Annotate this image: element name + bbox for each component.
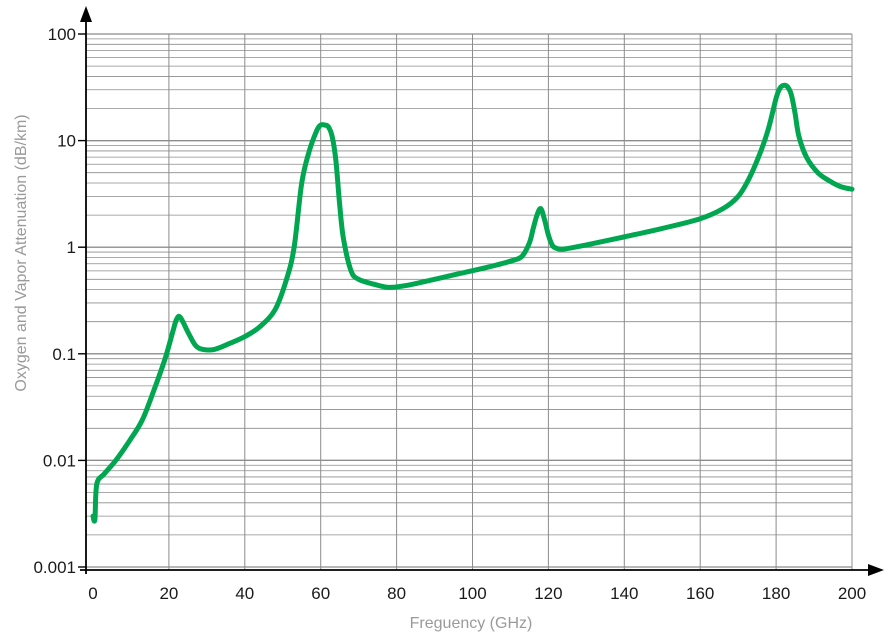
y-tick-labels: 0.001 0.01 0.1 1 10 100 (33, 25, 86, 577)
series-line (90, 82, 855, 524)
y-tick-label: 0.01 (43, 451, 76, 470)
x-axis-arrow (868, 564, 884, 576)
y-tick-label: 1 (67, 238, 76, 257)
x-tick-label: 180 (762, 584, 790, 603)
x-tick-label: 200 (838, 584, 866, 603)
x-tick-labels: 0 20 40 60 80 100 120 140 160 180 200 (88, 584, 866, 603)
x-tick-label: 160 (686, 584, 714, 603)
x-tick-label: 140 (610, 584, 638, 603)
y-tick-label: 0.1 (52, 345, 76, 364)
y-tick-label: 0.001 (33, 558, 76, 577)
x-tick-label: 60 (311, 584, 330, 603)
y-tick-label: 10 (57, 132, 76, 151)
axes (80, 6, 884, 576)
x-tick-label: 0 (88, 584, 97, 603)
x-tick-label: 20 (159, 584, 178, 603)
y-axis-arrow (80, 6, 92, 22)
y-axis-title: Oxygen and Vapor Attenuation (dB/km) (13, 114, 30, 391)
x-tick-label: 120 (534, 584, 562, 603)
grid (86, 33, 853, 570)
x-tick-label: 80 (387, 584, 406, 603)
x-axis-title: Freguency (GHz) (410, 615, 533, 632)
y-tick-label: 100 (48, 25, 76, 44)
x-tick-label: 40 (235, 584, 254, 603)
x-tick-label: 100 (458, 584, 486, 603)
